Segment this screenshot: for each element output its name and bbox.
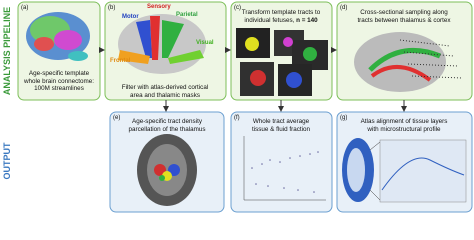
region-label: Sensory xyxy=(147,4,171,10)
region-label: Parietal xyxy=(176,12,198,18)
text-line: Whole tract average xyxy=(252,118,310,125)
panel-text: Whole tract average tissue & fluid fracti… xyxy=(221,118,341,133)
panel-text: Filter with atlas-derived cortical area a… xyxy=(105,84,225,99)
panel-text: Atlas alignment of tissue layers with mic… xyxy=(344,118,464,133)
text-line: Filter with atlas-derived cortical xyxy=(121,84,209,91)
brain-sampling-d xyxy=(354,32,463,92)
panel-letter: (g) xyxy=(340,115,348,121)
text-line: Transform template tracts to xyxy=(241,9,321,16)
figure-graphics xyxy=(17,1,473,213)
panel-text: Transform template tracts to individual f… xyxy=(221,9,341,24)
text-line: area and thalamic masks xyxy=(130,91,200,99)
bold-text: n = 140 xyxy=(296,16,318,24)
atlas-image-g xyxy=(342,138,467,203)
figure: ANALYSIS PIPELINE OUTPUT (a) Age-specific… xyxy=(0,1,473,213)
text-line: tissue & fluid fraction xyxy=(251,125,311,133)
text-line: 100M streamlines xyxy=(34,85,84,93)
panel-letter: (a) xyxy=(21,5,29,11)
brain-image-b xyxy=(118,14,206,74)
brain-image-a xyxy=(26,12,90,61)
text-line: whole brain connectome: xyxy=(23,77,94,85)
text-line: individual fetuses, xyxy=(244,16,297,24)
panel-text: Age-specific template whole brain connect… xyxy=(0,70,119,93)
panel-letter: (d) xyxy=(340,5,348,11)
brain-slices-c xyxy=(236,28,328,96)
region-label: Frontal xyxy=(110,58,131,64)
region-label: Motor xyxy=(122,14,139,20)
panel-text: Age-specific tract density parcellation o… xyxy=(107,118,227,133)
panel-letter: (b) xyxy=(108,5,116,11)
text-line: Atlas alignment of tissue layers xyxy=(360,118,448,125)
brain-parcellation-e xyxy=(137,134,197,206)
text-line: Age-specific tract density xyxy=(132,118,202,125)
text-line: parcellation of the thalamus xyxy=(128,125,206,133)
panel-text: Cross-sectional sampling along tracts bet… xyxy=(344,9,464,24)
text-line: Age-specific template xyxy=(28,70,90,77)
text-line: with microstructural profile xyxy=(367,125,441,133)
output-label: OUTPUT xyxy=(2,142,12,180)
text-line: Cross-sectional sampling along xyxy=(360,9,448,16)
text-line: tracts between thalamus & cortex xyxy=(357,16,451,24)
scatter-image-f xyxy=(243,136,326,201)
panel-letter: (e) xyxy=(113,115,121,121)
region-label: Visual xyxy=(196,40,214,46)
panel-letter: (c) xyxy=(234,5,241,11)
panel-letter: (f) xyxy=(234,115,240,121)
arrows xyxy=(99,47,407,112)
